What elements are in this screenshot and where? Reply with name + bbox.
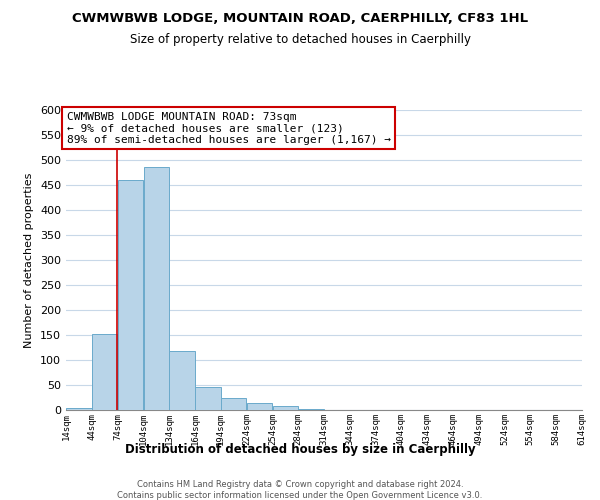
Bar — [66, 408, 92, 410]
Bar — [143, 166, 169, 410]
Text: Size of property relative to detached houses in Caerphilly: Size of property relative to detached ho… — [130, 32, 470, 46]
Text: Distribution of detached houses by size in Caerphilly: Distribution of detached houses by size … — [125, 442, 475, 456]
Bar — [298, 409, 324, 410]
Bar — [118, 180, 143, 410]
Bar — [195, 386, 221, 410]
Bar — [92, 334, 118, 410]
Text: CWMWBWB LODGE, MOUNTAIN ROAD, CAERPHILLY, CF83 1HL: CWMWBWB LODGE, MOUNTAIN ROAD, CAERPHILLY… — [72, 12, 528, 26]
Text: Contains public sector information licensed under the Open Government Licence v3: Contains public sector information licen… — [118, 491, 482, 500]
Text: Contains HM Land Registry data © Crown copyright and database right 2024.: Contains HM Land Registry data © Crown c… — [137, 480, 463, 489]
Bar — [169, 351, 195, 410]
Bar — [221, 398, 247, 410]
Bar — [247, 402, 272, 410]
Text: CWMWBWB LODGE MOUNTAIN ROAD: 73sqm
← 9% of detached houses are smaller (123)
89%: CWMWBWB LODGE MOUNTAIN ROAD: 73sqm ← 9% … — [67, 112, 391, 144]
Y-axis label: Number of detached properties: Number of detached properties — [25, 172, 34, 348]
Bar — [272, 406, 298, 410]
